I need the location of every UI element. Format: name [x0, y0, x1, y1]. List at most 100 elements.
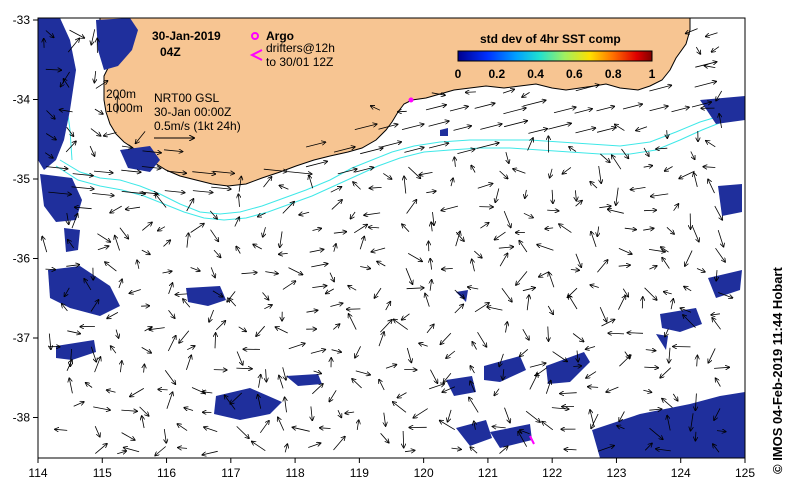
current-arrow: [192, 172, 215, 174]
current-arrow: [717, 229, 723, 247]
current-arrow: [599, 307, 606, 322]
current-arrow: [413, 408, 428, 418]
current-arrow: [470, 381, 476, 393]
current-arrow: [426, 191, 436, 193]
current-arrow: [55, 429, 68, 430]
current-arrow: [618, 248, 632, 254]
product-time: 30-Jan 00:00Z: [154, 105, 231, 119]
current-arrow: [353, 225, 367, 234]
current-arrow: [377, 261, 386, 267]
current-arrow: [493, 427, 506, 428]
x-tick-label: 120: [414, 466, 434, 480]
current-arrow: [89, 145, 95, 156]
current-arrow: [455, 231, 460, 247]
current-arrow: [442, 268, 453, 269]
current-arrow: [513, 169, 526, 174]
y-tick-label: -35: [13, 172, 31, 186]
current-arrow: [258, 212, 266, 217]
current-arrow: [238, 326, 246, 332]
current-arrow: [105, 262, 117, 272]
current-arrow: [93, 406, 110, 410]
current-arrow: [429, 143, 448, 149]
product-name: NRT00 GSL: [154, 91, 219, 105]
current-arrow: [167, 336, 176, 352]
current-arrow: [618, 265, 630, 266]
current-arrow: [695, 46, 700, 54]
current-arrow: [690, 151, 695, 160]
current-arrow: [66, 265, 79, 267]
current-arrow: [312, 286, 326, 288]
current-arrow: [162, 271, 172, 273]
current-arrow: [616, 187, 618, 205]
current-arrow: [428, 121, 449, 127]
current-arrow: [337, 169, 357, 175]
current-arrow: [703, 167, 716, 168]
current-arrow: [333, 147, 355, 153]
current-arrow: [606, 386, 619, 392]
x-tick-label: 119: [350, 466, 369, 480]
current-arrow: [522, 328, 529, 340]
current-arrow: [104, 132, 117, 136]
colorbar: [457, 50, 653, 62]
current-arrow: [310, 350, 326, 354]
current-arrow: [252, 442, 266, 452]
current-arrow: [404, 147, 423, 153]
current-arrow: [469, 397, 479, 413]
current-arrow: [72, 174, 93, 176]
argo-legend-label: Argo: [266, 29, 294, 43]
current-arrow: [398, 111, 407, 112]
current-arrow: [374, 287, 382, 298]
current-arrow: [370, 187, 382, 188]
current-arrow: [442, 386, 456, 393]
current-arrow: [419, 172, 433, 174]
current-arrow: [359, 237, 364, 250]
current-arrow: [312, 228, 322, 230]
current-arrow: [528, 129, 547, 134]
current-arrow: [575, 201, 582, 207]
current-arrow: [643, 147, 649, 156]
current-arrow: [600, 153, 610, 162]
current-arrow: [694, 82, 717, 88]
current-arrow: [234, 217, 240, 227]
current-arrow: [62, 304, 68, 312]
current-arrow: [708, 348, 716, 362]
current-arrow: [69, 29, 85, 38]
current-arrow: [282, 367, 286, 380]
current-arrow: [45, 30, 54, 38]
current-arrow: [453, 126, 472, 131]
x-tick-label: 117: [221, 466, 240, 480]
current-arrow: [642, 297, 643, 309]
current-arrow: [501, 288, 512, 302]
contour-200m-label: 200m: [106, 87, 136, 101]
current-arrow: [360, 267, 370, 269]
current-arrow: [379, 142, 401, 148]
current-arrow: [190, 267, 200, 272]
current-arrow: [333, 232, 347, 234]
current-arrow: [68, 240, 75, 249]
current-arrow: [527, 295, 529, 311]
current-arrow: [503, 369, 504, 380]
current-arrow: [564, 449, 577, 450]
current-arrow: [597, 260, 607, 273]
current-arrow: [383, 173, 391, 179]
current-arrow: [430, 280, 432, 291]
current-arrow: [393, 402, 407, 413]
current-arrow: [345, 412, 355, 413]
current-arrow: [144, 364, 145, 373]
current-arrow: [369, 227, 380, 228]
current-arrow: [117, 451, 126, 454]
colorbar-tick-label: 0.4: [527, 67, 544, 81]
current-arrow: [712, 318, 721, 330]
current-arrow: [685, 250, 693, 267]
current-arrow: [67, 330, 80, 334]
current-arrow: [236, 247, 241, 254]
current-arrow: [186, 355, 191, 371]
current-arrow: [115, 236, 120, 251]
colorbar-tick-label: 0: [455, 67, 462, 81]
current-arrow: [71, 214, 78, 229]
current-arrow: [575, 128, 596, 134]
current-arrow: [288, 267, 303, 275]
current-arrow: [334, 244, 336, 252]
y-tick-label: -37: [13, 331, 31, 345]
current-arrow: [256, 325, 266, 336]
